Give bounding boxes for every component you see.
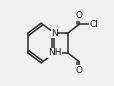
Text: Cl: Cl xyxy=(89,20,98,29)
Text: N: N xyxy=(51,29,57,38)
Text: NH: NH xyxy=(47,48,61,57)
Text: O: O xyxy=(75,11,82,20)
Text: O: O xyxy=(75,66,82,75)
